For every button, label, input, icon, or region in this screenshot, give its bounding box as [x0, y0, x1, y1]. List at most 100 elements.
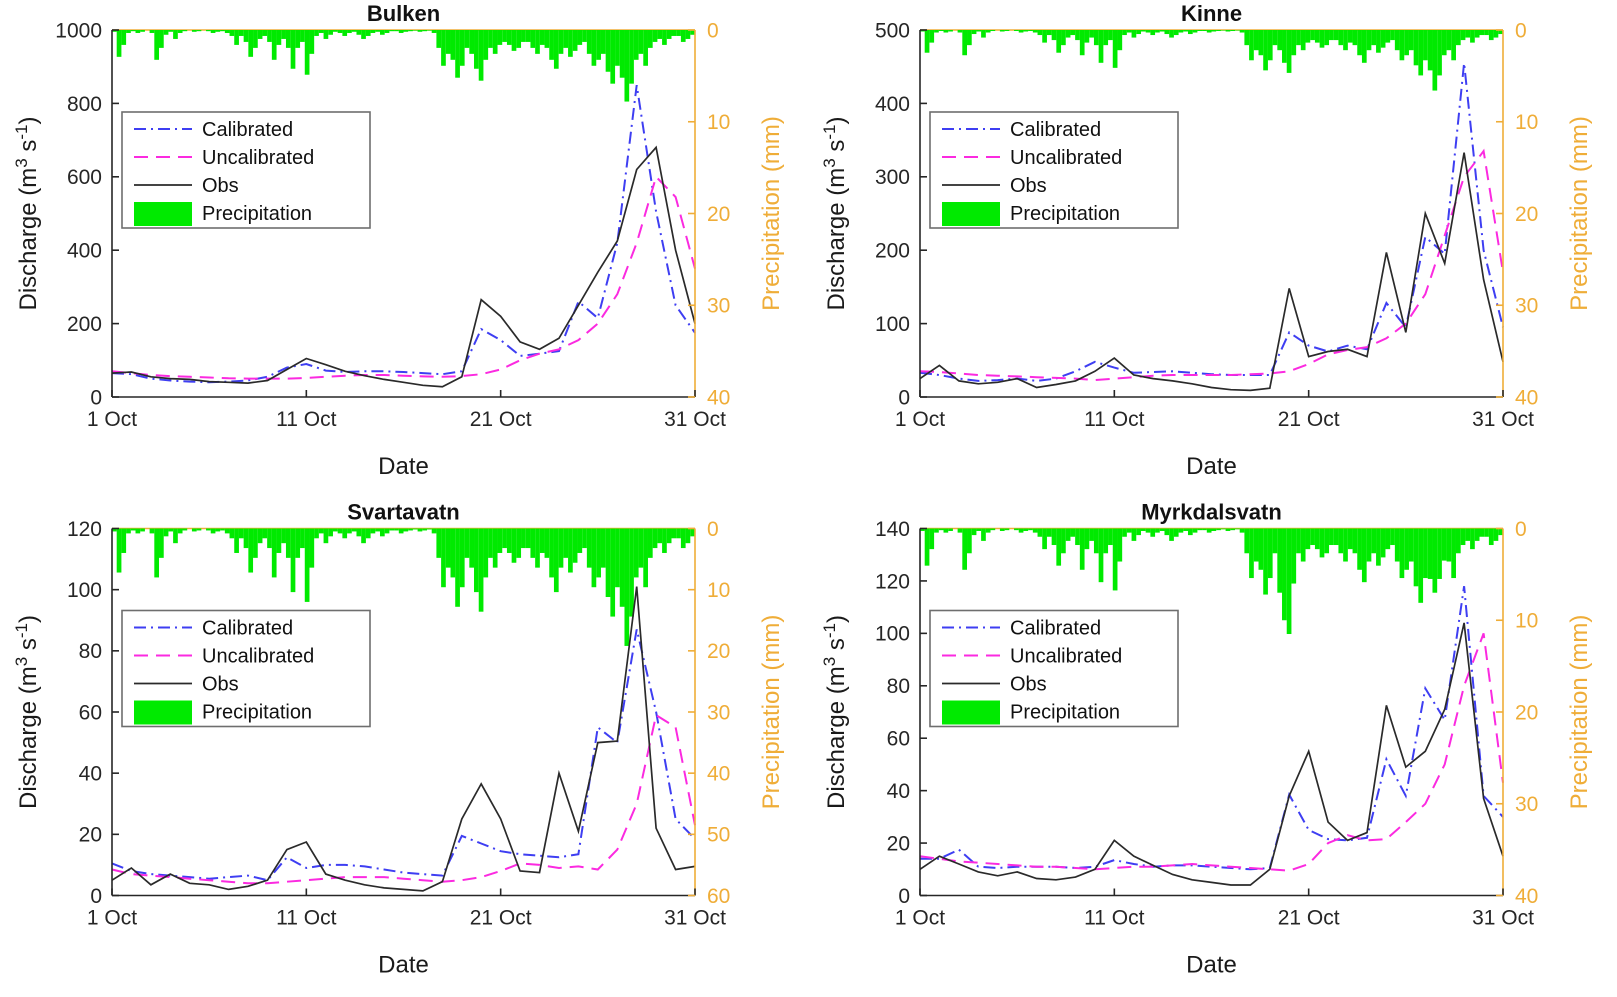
uncalibrated-line — [919, 633, 1504, 872]
precip-bar — [304, 30, 310, 75]
precip-bar — [920, 528, 925, 531]
precip-bar — [943, 30, 949, 33]
x-tick-label: 31 Oct — [1472, 907, 1534, 930]
precip-bar — [1408, 528, 1414, 562]
precip-bar — [1014, 30, 1019, 32]
precip-bar — [948, 528, 953, 531]
precip-bar — [257, 528, 263, 544]
precip-bar — [403, 30, 409, 32]
x-axis-ticks: 1 Oct 11 Oct 21 Oct 31 Oct — [895, 888, 1534, 930]
precip-bar — [375, 528, 380, 532]
precip-bar — [553, 528, 559, 593]
precip-bar — [328, 528, 333, 537]
right-tick-label: 60 — [707, 885, 730, 908]
precip-bar — [1272, 30, 1278, 46]
precip-bar — [478, 30, 484, 81]
precip-bar — [610, 30, 616, 84]
precip-bar — [600, 30, 606, 54]
precip-bar — [1343, 528, 1348, 562]
precip-bar — [290, 30, 296, 69]
precip-bar — [1065, 30, 1071, 38]
precip-bar — [389, 30, 395, 32]
precip-bar — [553, 30, 559, 69]
left-axis-label: Discharge (m3 s-1) — [820, 117, 850, 311]
precip-bar — [1070, 30, 1076, 36]
precip-bar — [1117, 528, 1123, 562]
right-tick-label: 20 — [1515, 701, 1538, 724]
precip-bar — [962, 528, 968, 570]
precip-bar — [981, 30, 986, 38]
precip-bar — [938, 528, 944, 531]
x-axis-ticks: 1 Oct 11 Oct 21 Oct 31 Oct — [895, 390, 1534, 431]
precip-bar — [1385, 528, 1391, 550]
precip-bar — [1244, 30, 1250, 46]
left-tick-label: 400 — [67, 240, 102, 263]
precip-bar — [1465, 30, 1471, 38]
obs-line — [111, 586, 696, 892]
precip-bar — [615, 30, 620, 66]
legend-label: Obs — [1010, 674, 1047, 696]
precip-bar — [290, 528, 296, 593]
panel-title: Bulken — [367, 1, 440, 26]
precip-bar — [238, 30, 244, 36]
precip-bar — [1479, 528, 1485, 537]
precip-bar — [215, 528, 221, 532]
precip-bar — [365, 30, 371, 36]
legend-label: Calibrated — [202, 618, 293, 640]
precip-bar — [1258, 528, 1264, 570]
precip-bar — [1376, 528, 1381, 566]
precip-bar — [680, 528, 686, 549]
precip-bar — [1239, 30, 1245, 33]
precip-bar — [464, 528, 470, 558]
precip-bar — [685, 528, 691, 544]
precip-bar — [356, 528, 362, 537]
precip-bar — [544, 30, 550, 48]
precip-bar — [971, 30, 977, 35]
precip-bar — [173, 30, 178, 39]
precip-bar — [1037, 30, 1043, 36]
precip-bar — [295, 528, 301, 558]
precip-bar — [924, 30, 930, 53]
x-tick-label: 11 Oct — [1084, 408, 1144, 431]
precip-bar — [149, 528, 155, 534]
precip-bar — [929, 30, 935, 43]
right-tick-label: 10 — [707, 111, 730, 134]
precip-bar — [596, 528, 601, 578]
precip-bar — [220, 528, 225, 531]
precip-bar — [323, 528, 329, 544]
legend-label: Precipitation — [202, 203, 312, 225]
precip-bar — [154, 528, 160, 578]
precip-bar — [1155, 528, 1160, 533]
precip-bar — [1352, 528, 1358, 554]
legend-label: Uncalibrated — [1010, 646, 1122, 668]
precip-bar — [427, 30, 432, 31]
precip-bar — [1277, 528, 1283, 593]
precip-bar — [182, 528, 188, 531]
right-tick-label: 0 — [1515, 518, 1527, 541]
precip-bar — [1183, 528, 1188, 531]
precip-bar — [544, 528, 550, 558]
uncalibrated-line — [919, 148, 1504, 382]
precip-bar — [1206, 528, 1212, 533]
precip-bar — [276, 30, 282, 45]
left-tick-label: 0 — [898, 386, 910, 409]
x-tick-label: 21 Oct — [1278, 408, 1340, 431]
precip-bar — [1394, 528, 1400, 562]
precip-bar — [1187, 30, 1193, 35]
x-tick-label: 31 Oct — [664, 907, 726, 930]
precip-bar — [572, 30, 578, 51]
precip-bar — [1282, 528, 1287, 621]
precip-bar — [957, 30, 963, 33]
precip-bar — [1305, 30, 1311, 43]
precip-bar — [1423, 528, 1428, 579]
precip-bar — [130, 528, 136, 531]
precip-bar — [1089, 528, 1094, 541]
precip-bar — [525, 528, 531, 549]
precip-bar — [1267, 528, 1273, 579]
precip-bar — [455, 30, 460, 78]
precip-bar — [568, 30, 573, 57]
precip-bar — [1451, 30, 1456, 61]
panel-title: Svartavatn — [347, 500, 460, 525]
precip-bar — [262, 30, 268, 36]
